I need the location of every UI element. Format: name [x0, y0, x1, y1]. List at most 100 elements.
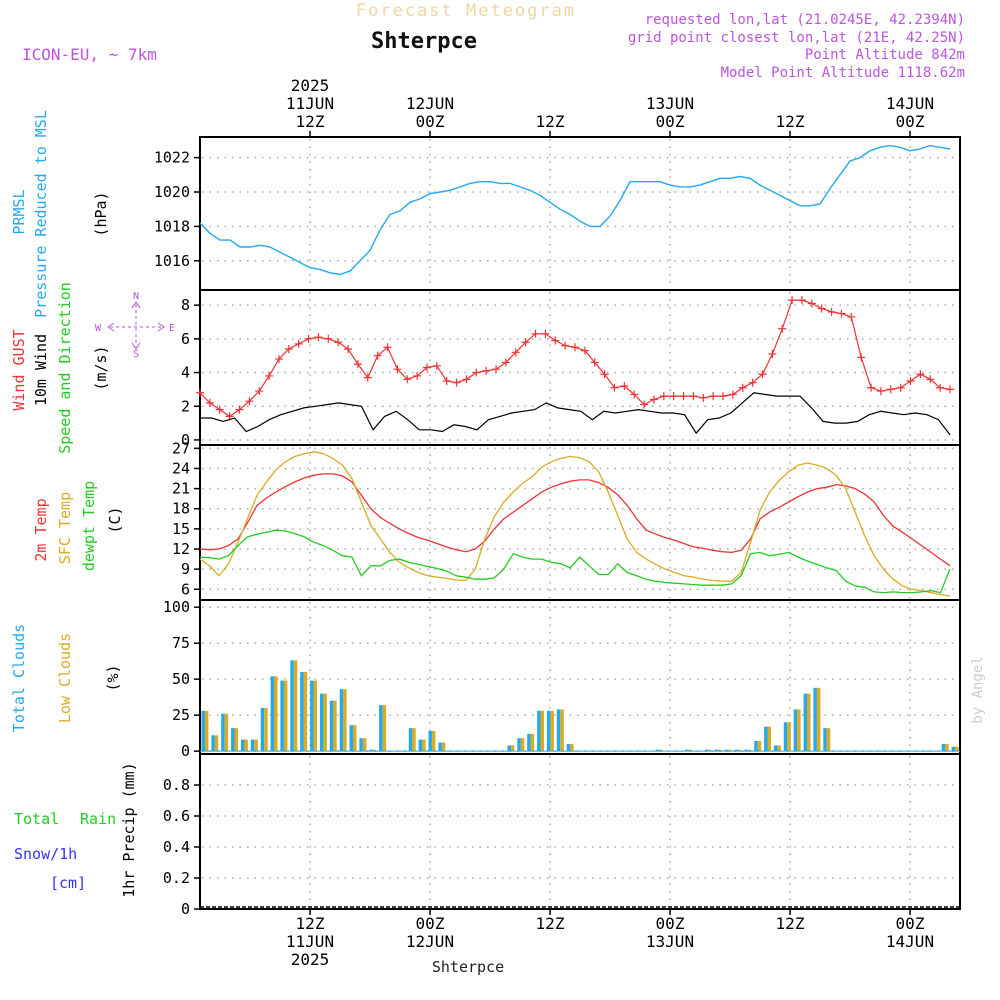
compass-north: N: [133, 291, 139, 302]
wind-gust-point: [580, 346, 589, 355]
y-tick-label: 12: [172, 540, 190, 558]
wind-compass: N S W E: [95, 291, 175, 360]
wind-gust-point: [196, 388, 204, 397]
low-cloud-bar: [787, 722, 791, 752]
wind-gust-point: [699, 393, 708, 402]
y-tick-label: 27: [172, 439, 190, 457]
y-tick-label: 6: [181, 580, 190, 598]
total-cloud-bar: [408, 728, 413, 752]
wind-gust-point: [748, 378, 757, 387]
wind-gust-point: [314, 333, 323, 342]
wind-gust-point: [482, 366, 491, 375]
low-cloud-bar: [728, 749, 732, 752]
total-cloud-bar: [724, 749, 729, 752]
wind-gust-point: [442, 376, 451, 385]
low-cloud-bar: [807, 693, 811, 752]
total-cloud-bar: [201, 710, 205, 752]
wind-gust-point: [778, 324, 787, 333]
wind-gust-point: [422, 363, 431, 372]
bottom-time-label: 00Z: [416, 914, 445, 933]
low-cloud-bar: [353, 725, 357, 752]
wind-gust-point: [788, 296, 797, 305]
compass-east: E: [169, 323, 175, 334]
total-cloud-bar: [823, 728, 827, 752]
total-cloud-bar: [951, 746, 956, 752]
y-tick-label: 0: [181, 431, 190, 449]
y-tick-label: 1016: [154, 252, 190, 270]
bottom-time-label: 12Z: [296, 914, 325, 933]
bottom-time-label: 13JUN: [646, 932, 694, 951]
wind-gust-point: [600, 370, 609, 379]
compass-south: S: [133, 349, 139, 360]
low-cloud-bar: [816, 687, 821, 752]
total-cloud-bar: [744, 749, 748, 752]
wind-gust-point: [363, 373, 372, 382]
low-cloud-bar: [313, 680, 317, 752]
wind-gust-point: [610, 383, 619, 392]
point-altitude: Point Altitude 842m: [805, 47, 965, 63]
total-cloud-bar: [714, 749, 719, 752]
wind-gust-point: [758, 370, 767, 379]
wind-gust-line: [199, 299, 951, 418]
wind-gust-point: [383, 343, 392, 352]
compass-west: W: [95, 323, 102, 334]
wind-speed-line: [200, 392, 951, 436]
temp-label-2m: 2m Temp: [32, 498, 50, 561]
bottom-time-label: 11JUN: [286, 932, 334, 951]
low-cloud-bar: [234, 728, 238, 752]
top-time-label: 12Z: [296, 112, 325, 131]
total-cloud-bar: [260, 707, 265, 752]
bottom-time-label: 12Z: [776, 914, 805, 933]
low-cloud-bar: [244, 739, 248, 752]
low-cloud-bar: [293, 660, 298, 752]
wind-gust-point: [827, 307, 836, 316]
wind-unit: (m/s): [92, 345, 110, 390]
wind-gust-point: [205, 398, 214, 407]
precip-label-snow: Snow/1h: [14, 845, 77, 863]
wind-gust-point: [432, 361, 441, 370]
wind-gust-point: [501, 358, 510, 367]
low-cloud-bar: [382, 705, 387, 752]
low-cloud-bar: [737, 749, 742, 752]
wind-gust-point: [472, 368, 481, 377]
total-cloud-bar: [813, 687, 817, 752]
wind-gust-point: [807, 299, 816, 308]
wind-label-speed-dir: Speed and Direction: [56, 282, 74, 454]
wind-gust-point: [511, 348, 520, 357]
wind-gust-point: [896, 383, 905, 392]
temp-label-dewpt: dewpt Temp: [80, 481, 98, 571]
clouds-label-total: Total Clouds: [10, 624, 28, 732]
low-cloud-bar: [412, 728, 416, 752]
wind-label-gust: Wind GUST: [10, 329, 28, 410]
wind-gust-point: [521, 338, 530, 347]
wind-gust-point: [274, 355, 283, 364]
low-cloud-bar: [254, 739, 258, 752]
total-cloud-bar: [418, 739, 423, 752]
low-cloud-bar: [945, 743, 949, 752]
low-cloud-bar: [797, 709, 801, 752]
wind-gust-point: [393, 365, 402, 374]
wind-panel-frame: [199, 289, 961, 446]
low-cloud-bar: [333, 700, 337, 752]
temp-unit: (C): [106, 506, 124, 533]
station-name: Shterpce: [371, 29, 477, 54]
wind-gust-point: [768, 350, 777, 359]
pressure-unit: (hPa): [92, 191, 110, 236]
credit-watermark: by Angel: [970, 656, 986, 723]
top-time-label: 12JUN: [406, 94, 454, 113]
temp-2m-line: [199, 473, 951, 567]
y-tick-label: 25: [172, 706, 190, 724]
wind-label-10m: 10m Wind: [32, 334, 50, 406]
total-cloud-bar: [773, 745, 778, 752]
pressure-panel-frame: [199, 136, 961, 291]
low-cloud-bar: [570, 743, 574, 752]
y-tick-label: 100: [163, 598, 190, 616]
low-cloud-bar: [659, 749, 663, 752]
total-cloud-bar: [566, 743, 571, 752]
wind-gust-point: [304, 334, 313, 343]
low-cloud-bar: [274, 676, 278, 752]
y-tick-label: 9: [181, 560, 190, 578]
footer-station: Shterpce: [432, 958, 504, 976]
